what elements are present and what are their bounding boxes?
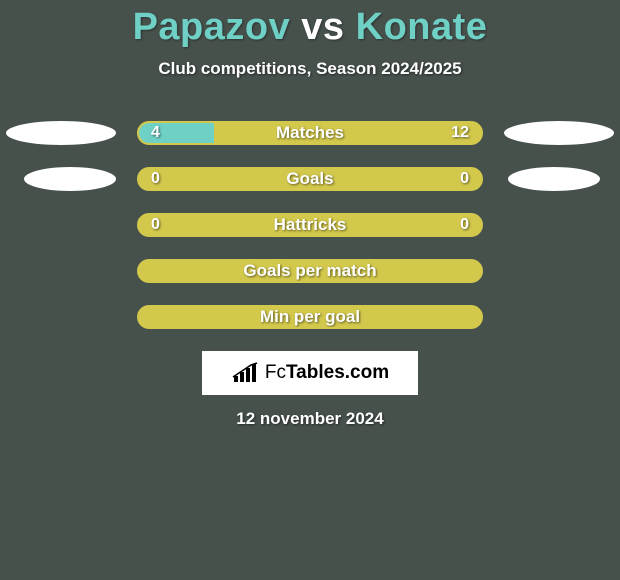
brand-logo: FcTables.com [202, 351, 418, 395]
right-ellipse [508, 167, 600, 191]
date-text: 12 november 2024 [0, 409, 620, 429]
stat-bar: 412Matches [137, 121, 483, 145]
stat-row: Goals per match [0, 259, 620, 283]
stat-label: Goals per match [139, 261, 481, 281]
vs-separator: vs [301, 6, 344, 48]
stat-rows: 412Matches 00Goals 00Hattricks Goals per ma… [0, 121, 620, 329]
chart-icon [231, 362, 259, 384]
brand-text: FcTables.com [265, 362, 389, 384]
brand-suffix: Tables.com [286, 362, 389, 383]
stat-label: Matches [139, 123, 481, 143]
stat-row: 00Hattricks [0, 213, 620, 237]
stat-label: Min per goal [139, 307, 481, 327]
subtitle: Club competitions, Season 2024/2025 [0, 59, 620, 79]
left-ellipse [6, 121, 116, 145]
stat-bar: Goals per match [137, 259, 483, 283]
stat-bar: Min per goal [137, 305, 483, 329]
brand-prefix: Fc [265, 362, 286, 383]
stat-label: Hattricks [139, 215, 481, 235]
stat-row: 412Matches [0, 121, 620, 145]
stat-label: Goals [139, 169, 481, 189]
stat-row: Min per goal [0, 305, 620, 329]
right-ellipse [504, 121, 614, 145]
comparison-infographic: Papazov vs Konate Club competitions, Sea… [0, 0, 620, 580]
stat-row: 00Goals [0, 167, 620, 191]
page-title: Papazov vs Konate [0, 0, 620, 49]
player-left-name: Papazov [133, 6, 291, 48]
player-right-name: Konate [356, 6, 488, 48]
stat-bar: 00Hattricks [137, 213, 483, 237]
left-ellipse [24, 167, 116, 191]
stat-bar: 00Goals [137, 167, 483, 191]
